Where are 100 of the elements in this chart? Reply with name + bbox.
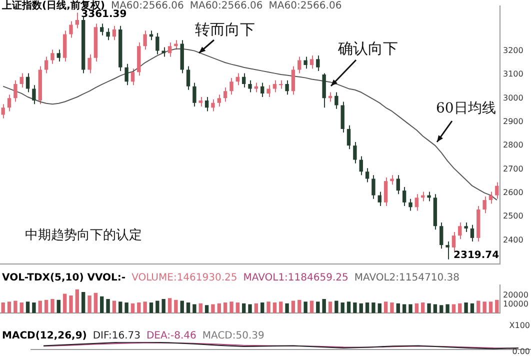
annotation: 0.00	[512, 347, 530, 356]
candlestick	[390, 174, 394, 186]
candlestick	[291, 66, 296, 96]
bar	[310, 300, 314, 313]
bar	[359, 303, 363, 313]
candlestick	[230, 78, 234, 96]
candlestick	[32, 84, 36, 105]
bar	[304, 302, 308, 313]
bar	[204, 305, 209, 313]
bar	[470, 303, 474, 313]
bar	[372, 302, 376, 313]
bar	[137, 302, 141, 313]
candlestick	[372, 174, 376, 200]
candlestick	[446, 240, 450, 260]
candlestick	[192, 82, 196, 107]
candlestick	[156, 32, 160, 55]
candlestick	[217, 94, 221, 107]
candlestick	[346, 124, 351, 150]
bar	[50, 299, 54, 313]
candlestick	[304, 56, 308, 70]
bar	[69, 296, 73, 313]
bar	[402, 304, 406, 313]
bar	[180, 300, 184, 313]
bar	[168, 298, 172, 313]
bar	[353, 302, 357, 313]
bar	[390, 302, 394, 313]
y-tick-label: 2700	[503, 164, 524, 174]
candlestick	[452, 232, 456, 252]
annotation: 60日均线	[436, 100, 496, 117]
candlestick	[44, 56, 48, 74]
candlestick	[310, 55, 314, 70]
bar	[156, 300, 160, 313]
candlestick	[198, 96, 202, 107]
bar	[1, 302, 5, 313]
bar	[446, 304, 450, 313]
y-tick-label: 2600	[503, 188, 524, 198]
candlestick	[427, 191, 431, 202]
bar	[427, 303, 431, 313]
annotation: 中期趋势向下的认定	[25, 228, 142, 243]
bar	[482, 302, 486, 313]
y-tick-label: 20000	[503, 290, 528, 300]
candlestick	[248, 80, 252, 93]
bar	[14, 300, 18, 313]
bar	[223, 302, 228, 313]
bar	[62, 294, 67, 313]
bar	[248, 304, 252, 313]
bar	[242, 303, 246, 313]
bar	[254, 303, 258, 313]
candlestick	[26, 72, 30, 93]
candlestick	[100, 23, 104, 36]
bar	[88, 296, 92, 313]
y-tick-label: 2900	[503, 116, 524, 126]
y-tick-label: 2500	[503, 212, 524, 221]
candlestick	[174, 40, 178, 50]
candlestick	[334, 92, 338, 110]
candlestick	[211, 98, 215, 112]
candlestick	[168, 42, 172, 58]
bar	[192, 304, 196, 313]
bar	[420, 302, 425, 313]
candlestick	[204, 96, 209, 112]
text: MACD:50.39	[202, 330, 264, 342]
bar	[285, 303, 289, 313]
bar	[322, 299, 326, 313]
bar	[408, 304, 412, 313]
candlestick	[236, 72, 240, 86]
bar	[56, 300, 60, 313]
bar	[100, 296, 104, 313]
bar	[340, 302, 344, 313]
candlestick	[162, 46, 166, 58]
bar	[44, 300, 48, 313]
bar	[149, 302, 154, 313]
bar	[162, 299, 166, 313]
text: MAVOL2:1154710.38	[354, 272, 460, 284]
bar	[236, 302, 240, 313]
bar	[316, 302, 320, 313]
y-axis-title: X100	[509, 321, 530, 330]
candlestick	[414, 194, 419, 212]
bar	[414, 303, 419, 313]
bar	[328, 302, 332, 313]
bar	[230, 302, 234, 313]
candlestick	[495, 182, 499, 200]
y-tick-label: 3100	[503, 70, 524, 79]
bar	[346, 302, 351, 313]
annotation: 确认向下	[337, 39, 398, 58]
candlestick	[260, 82, 264, 98]
bar	[396, 303, 400, 313]
candlestick	[298, 56, 302, 74]
bar	[440, 305, 444, 313]
bar	[458, 303, 462, 313]
bar	[26, 302, 30, 313]
candlestick	[402, 186, 406, 206]
y-tick-label: 2800	[503, 140, 524, 150]
chart-title: VOL-TDX(5,10) VVOL:-	[2, 272, 126, 284]
text: MA60:2566.06	[268, 0, 342, 12]
candlestick	[88, 54, 92, 74]
bar	[81, 292, 86, 313]
bar	[143, 302, 147, 313]
candlestick	[340, 101, 344, 134]
candlestick	[50, 49, 54, 64]
candlestick	[266, 84, 270, 98]
